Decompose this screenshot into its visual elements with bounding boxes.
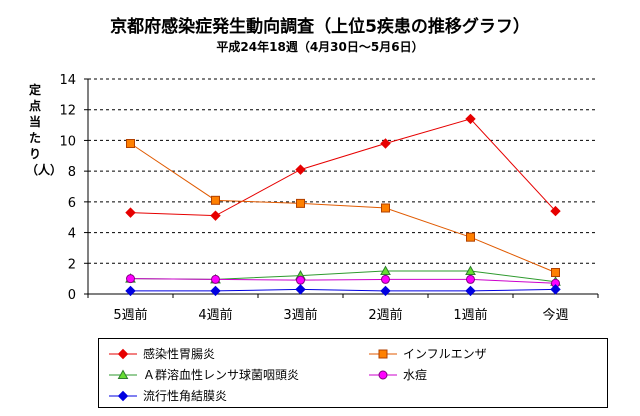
- diamond-marker: [210, 285, 221, 297]
- series-4: [126, 274, 560, 288]
- chart-subtitle: 平成24年18週（4月30日～5月6日）: [216, 40, 424, 54]
- diamond-marker: [465, 113, 476, 125]
- series-line: [130, 288, 556, 292]
- legend-item: インフルエンザ: [369, 345, 487, 362]
- diamond-marker: [295, 284, 306, 295]
- diamond-marker: [550, 284, 561, 295]
- y-tick-label: 2: [68, 257, 76, 272]
- line-chart: 0 2 4 6 8 10 12 14 5週前 4週前 3週前 2週前 1週前 今週: [59, 73, 599, 323]
- circle-marker: [378, 370, 388, 379]
- x-tick-label: 今週: [542, 307, 568, 323]
- y-tick-label: 12: [59, 104, 76, 119]
- series-line: [130, 143, 556, 273]
- square-marker: [381, 203, 390, 213]
- square-marker: [466, 232, 475, 242]
- y-tick-label: 10: [59, 134, 76, 149]
- diamond-marker: [380, 138, 391, 149]
- circle-marker: [296, 275, 305, 285]
- circle-marker: [211, 274, 220, 284]
- triangle-marker: [465, 265, 476, 275]
- legend-item: Ａ群溶血性レンサ球菌咽頭炎: [109, 366, 299, 383]
- diamond-marker: [550, 205, 561, 217]
- legend-item: 感染性胃腸炎: [109, 345, 215, 362]
- square-marker: [211, 195, 220, 205]
- series-3: [125, 265, 561, 286]
- legend-label: インフルエンザ: [403, 347, 487, 361]
- x-tick-label: 1週前: [453, 307, 487, 323]
- legend: 感染性胃腸炎 インフルエンザ Ａ群溶血性レンサ球菌咽頭炎 水痘流行性角結膜炎: [98, 338, 608, 408]
- legend-swatch: [109, 368, 137, 379]
- square-marker: [126, 139, 135, 148]
- y-tick-label: 8: [68, 165, 76, 180]
- square-marker: [378, 349, 388, 358]
- legend-label: 水痘: [403, 368, 428, 382]
- legend-swatch: [369, 370, 397, 379]
- series-1: [125, 113, 561, 221]
- legend-swatch: [109, 390, 137, 401]
- square-marker: [551, 268, 560, 277]
- x-tick-label: 3週前: [283, 307, 317, 323]
- x-tick-label: 4週前: [198, 307, 232, 323]
- y-tick-label: 4: [68, 227, 76, 242]
- diamond-marker: [465, 285, 476, 297]
- diamond-marker: [125, 207, 136, 218]
- y-tick-label: 0: [68, 288, 76, 303]
- circle-marker: [466, 274, 475, 284]
- diamond-marker: [125, 285, 136, 297]
- diamond-marker: [210, 210, 221, 221]
- diamond-marker: [117, 390, 129, 401]
- circle-marker: [381, 274, 390, 284]
- triangle-marker: [117, 368, 129, 379]
- legend-swatch: [369, 349, 397, 358]
- legend-label: 流行性角結膜炎: [143, 389, 228, 403]
- legend-label: 感染性胃腸炎: [143, 347, 216, 361]
- legend-label: Ａ群溶血性レンサ球菌咽頭炎: [143, 368, 300, 382]
- square-marker: [296, 198, 305, 208]
- diamond-marker: [380, 285, 391, 297]
- diamond-marker: [295, 164, 306, 175]
- series-5: [125, 284, 561, 297]
- x-tick-label: 5週前: [113, 307, 147, 323]
- series-line: [130, 278, 556, 284]
- y-tick-label: 14: [59, 73, 76, 88]
- triangle-marker: [380, 265, 391, 275]
- circle-marker: [126, 274, 135, 284]
- diamond-marker: [117, 348, 129, 359]
- x-tick-label: 2週前: [368, 307, 402, 323]
- legend-item: 流行性角結膜炎: [109, 387, 227, 404]
- series-line: [130, 118, 556, 217]
- chart-title: 京都府感染症発生動向調査（上位5疾患の推移グラフ）: [110, 17, 530, 37]
- legend-item: 水痘: [369, 366, 427, 383]
- legend-swatch: [109, 348, 137, 359]
- series-2: [126, 139, 560, 277]
- y-tick-label: 6: [68, 196, 76, 211]
